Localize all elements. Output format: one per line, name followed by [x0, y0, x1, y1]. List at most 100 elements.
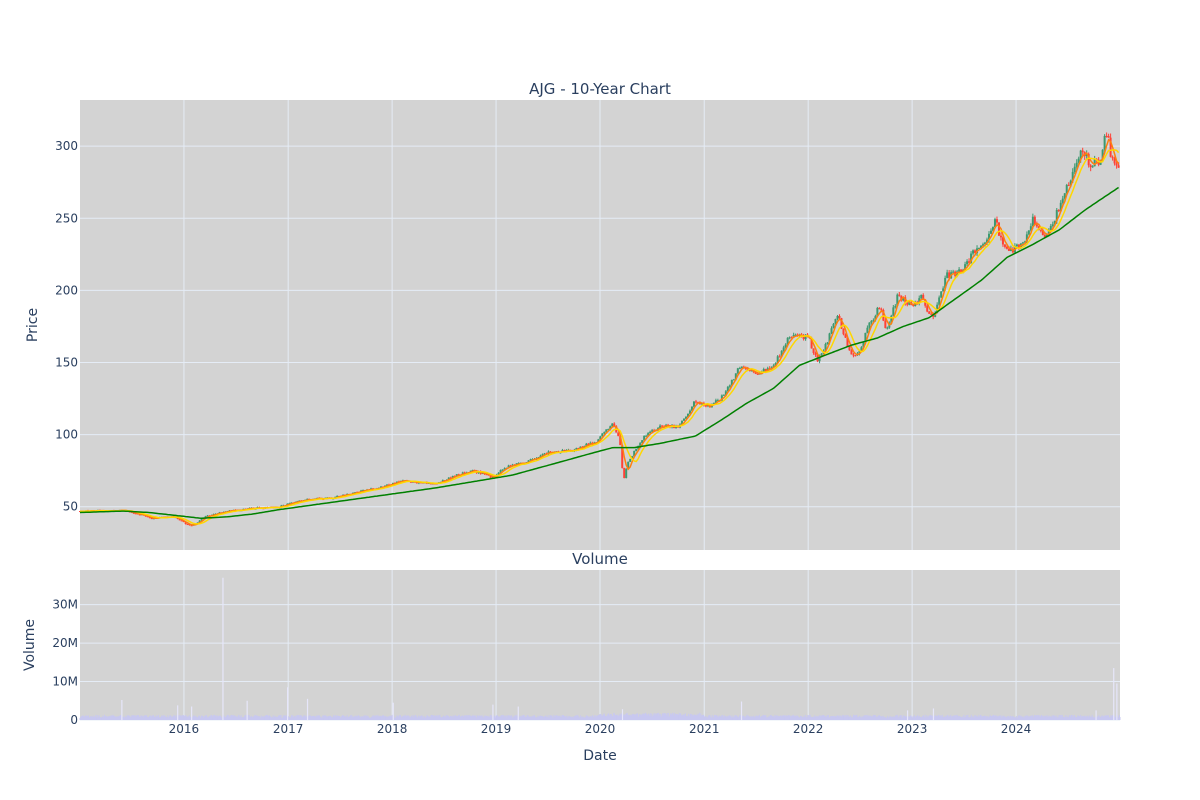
candle-body: [874, 316, 877, 321]
candle-body: [952, 271, 955, 273]
candle-body: [1071, 171, 1074, 181]
price-chart-title: AJG - 10-Year Chart: [529, 80, 671, 98]
candle-body: [1059, 202, 1062, 212]
candle-body: [838, 315, 841, 319]
candle-body: [190, 525, 193, 527]
candle-body: [926, 305, 929, 312]
price-y-tick-label: 150: [55, 356, 78, 370]
candle-body: [539, 455, 542, 458]
candle-body: [409, 481, 412, 483]
volume-y-tick-labels: 0 10M 20M 30M: [52, 598, 78, 727]
candle-body: [1117, 165, 1120, 168]
candle-body: [999, 235, 1002, 238]
candle-body: [501, 469, 504, 471]
price-moving-averages: [79, 138, 1120, 526]
candle-body: [585, 443, 588, 446]
candle-body: [1007, 248, 1010, 251]
candle-body: [948, 272, 951, 279]
candle-body: [988, 233, 991, 240]
candle-body: [712, 402, 715, 404]
candle-body: [629, 458, 632, 462]
candle-body: [489, 475, 492, 478]
candle-body: [738, 368, 741, 370]
candle-body: [306, 498, 309, 500]
volume-y-tick-label: 30M: [52, 598, 78, 612]
candle-body: [543, 453, 546, 455]
candle-body: [922, 294, 925, 300]
candle-body: [188, 524, 191, 526]
price-y-tick-label: 250: [55, 211, 78, 225]
candle-body: [1065, 184, 1068, 194]
candle-body: [541, 454, 544, 456]
candle-body: [621, 445, 624, 468]
candle-body: [896, 294, 899, 307]
candle-body: [1093, 158, 1096, 167]
candle-body: [692, 401, 695, 407]
candle-body: [942, 288, 945, 292]
candle-body: [728, 385, 731, 387]
candle-body: [844, 334, 847, 338]
candle-body: [704, 405, 707, 407]
candle-body: [463, 472, 466, 474]
candle-body: [1015, 244, 1018, 247]
candle-body: [649, 431, 652, 434]
candle-body: [788, 337, 791, 339]
candle-body: [132, 512, 135, 514]
candle-body: [451, 476, 454, 479]
candle-body: [178, 519, 181, 521]
candle-body: [812, 348, 815, 353]
x-tick-label-2022: 2022: [793, 722, 824, 736]
candle-body: [832, 323, 835, 329]
candle-body: [968, 261, 971, 263]
candle-body: [970, 253, 973, 263]
candle-body: [886, 327, 889, 329]
price-y-tick-label: 100: [55, 428, 78, 442]
candle-body: [1051, 224, 1054, 226]
x-tick-label-2020: 2020: [585, 722, 616, 736]
candle-body: [1101, 149, 1104, 162]
candle-body: [1061, 198, 1064, 203]
candle-body: [563, 450, 566, 452]
candle-body: [1115, 163, 1118, 166]
candle-body: [469, 470, 472, 473]
candle-body: [989, 230, 992, 234]
candle-body: [850, 350, 853, 355]
candle-body: [878, 307, 881, 310]
candle-body: [659, 425, 662, 429]
candle-body: [182, 521, 185, 523]
candle-body: [774, 363, 777, 366]
candle-body: [575, 448, 578, 450]
candle-body: [912, 305, 915, 307]
candle-body: [599, 436, 602, 440]
candle-body: [1075, 162, 1078, 167]
candle-body: [876, 307, 879, 317]
candle-body: [972, 250, 975, 254]
candle-body: [507, 465, 510, 468]
candle-body: [814, 352, 817, 356]
candle-body: [794, 334, 797, 336]
candle-body: [362, 489, 365, 491]
candle-body: [920, 294, 923, 299]
candle-body: [938, 297, 941, 305]
candle-body: [619, 435, 622, 446]
candle-body: [497, 472, 500, 475]
candle-body: [1103, 135, 1106, 150]
candle-body: [802, 335, 805, 340]
price-gridlines: [80, 100, 1120, 550]
candle-body: [848, 346, 851, 351]
candle-body: [770, 367, 773, 369]
candle-body: [866, 327, 869, 333]
candle-body: [940, 291, 943, 298]
candle-body: [1043, 234, 1046, 238]
candle-body: [617, 432, 620, 436]
candle-body: [884, 320, 887, 328]
candle-body: [380, 486, 383, 488]
candle-body: [1107, 135, 1110, 138]
volume-y-tick-label: 0: [70, 713, 78, 727]
candle-body: [204, 516, 207, 518]
candle-body: [820, 353, 823, 357]
candle-body: [623, 467, 626, 479]
candle-body: [860, 347, 863, 351]
candle-body: [447, 477, 450, 480]
price-y-tick-label: 300: [55, 139, 78, 153]
